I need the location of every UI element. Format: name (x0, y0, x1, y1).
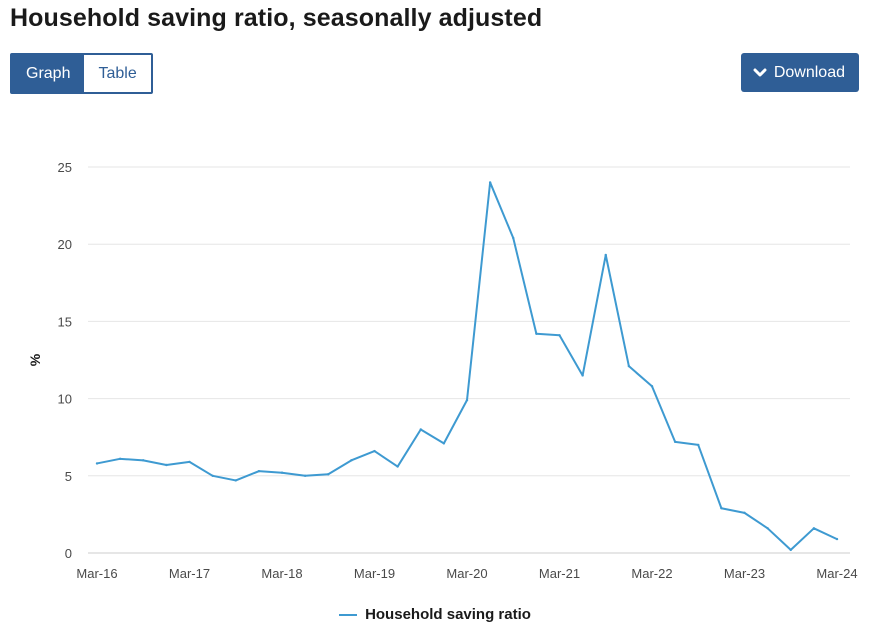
x-tick-label: Mar-24 (816, 566, 857, 581)
data-point (835, 537, 839, 541)
data-point (95, 462, 99, 465)
data-point (303, 474, 307, 477)
series-line (96, 181, 838, 551)
y-tick-label: 5 (65, 469, 72, 484)
data-point (350, 459, 353, 462)
data-point (766, 527, 769, 530)
x-axis: Mar-16 Mar-17 Mar-18 Mar-19 Mar-20 Mar-21 Mar-… (76, 566, 857, 581)
data-point (627, 364, 631, 368)
x-tick-label: Mar-17 (169, 566, 210, 581)
data-point (465, 398, 469, 402)
data-point (442, 442, 446, 445)
series-layer (95, 181, 839, 552)
tab-table[interactable]: Table (84, 55, 151, 92)
gridlines (88, 166, 850, 554)
y-axis-label: % (27, 353, 43, 366)
chevron-down-icon (753, 68, 767, 78)
data-point (581, 374, 584, 377)
data-point (720, 507, 723, 510)
data-point (650, 385, 654, 388)
data-point (604, 253, 607, 257)
y-tick-label: 10 (58, 392, 72, 407)
data-point (257, 469, 261, 473)
data-point (535, 332, 538, 335)
download-label: Download (773, 63, 845, 81)
data-point (697, 443, 700, 447)
data-point (396, 465, 399, 468)
x-tick-label: Mar-22 (631, 566, 672, 581)
x-tick-label: Mar-19 (354, 566, 395, 581)
data-point (142, 459, 145, 462)
legend-label: Household saving ratio (365, 606, 531, 623)
view-tabs: Graph Table (10, 53, 153, 94)
y-tick-label: 25 (58, 160, 72, 175)
line-chart: 0 5 10 15 20 25 Mar-16 Mar-17 Mar-18 Mar-19 Mar-2… (27, 160, 858, 581)
download-button[interactable]: Download (740, 53, 859, 92)
data-point (118, 457, 122, 461)
data-point (812, 527, 816, 530)
data-point (373, 449, 376, 453)
y-tick-label: 15 (58, 314, 72, 329)
x-tick-label: Mar-16 (76, 566, 117, 581)
y-axis: 0 5 10 15 20 25 (58, 160, 72, 561)
page-title: Household saving ratio, seasonally adjus… (10, 4, 543, 32)
data-point (743, 511, 746, 515)
y-tick-label: 0 (65, 546, 72, 561)
data-point (234, 479, 237, 482)
data-point (165, 463, 168, 467)
data-point (512, 236, 515, 240)
data-point (419, 428, 422, 431)
x-tick-label: Mar-20 (446, 566, 487, 581)
data-point (789, 548, 792, 552)
x-tick-label: Mar-23 (724, 566, 765, 581)
data-point (673, 440, 677, 444)
data-point (188, 460, 191, 464)
x-tick-label: Mar-21 (539, 566, 580, 581)
data-point (280, 471, 284, 474)
x-tick-label: Mar-18 (261, 566, 302, 581)
data-point (558, 334, 561, 337)
data-point (327, 473, 330, 476)
tab-graph[interactable]: Graph (12, 55, 85, 92)
data-point (211, 474, 214, 477)
data-point (488, 181, 492, 184)
legend[interactable]: Household saving ratio (0, 606, 870, 623)
legend-swatch (339, 613, 358, 616)
y-tick-label: 20 (58, 237, 72, 252)
